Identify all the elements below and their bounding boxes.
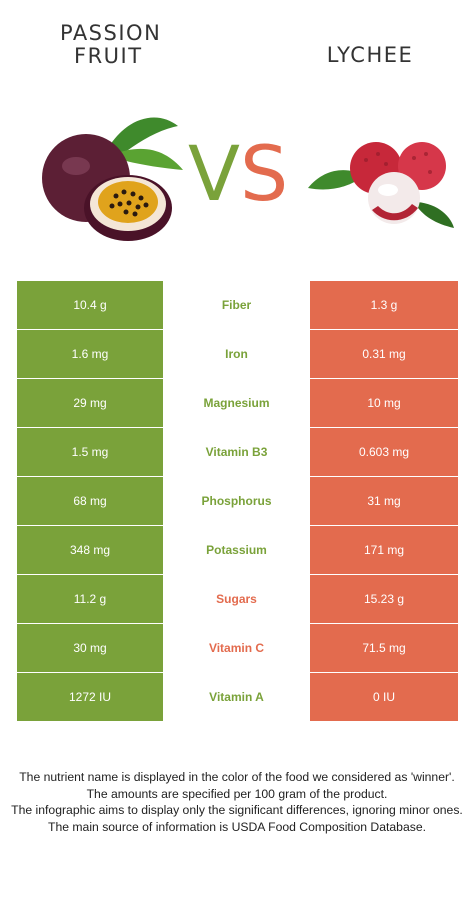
left-value: 1.6 mg: [17, 330, 163, 378]
table-row: 29 mg Magnesium 10 mg: [17, 379, 458, 428]
nutrient-name: Vitamin A: [163, 673, 310, 722]
right-value: 1.3 g: [310, 281, 458, 329]
nutrient-name: Vitamin C: [163, 624, 310, 673]
left-value: 348 mg: [17, 526, 163, 574]
nutrient-name: Potassium: [163, 526, 310, 575]
row-divider: [17, 574, 458, 575]
nutrient-name: Sugars: [163, 575, 310, 624]
nutrient-name: Iron: [163, 330, 310, 379]
table-row: 348 mg Potassium 171 mg: [17, 526, 458, 575]
table-row: 68 mg Phosphorus 31 mg: [17, 477, 458, 526]
lychee-image: [308, 142, 454, 228]
row-divider: [17, 672, 458, 673]
footnote-line: The infographic aims to display only the…: [11, 803, 463, 817]
footnote-line: The amounts are specified per 100 gram o…: [86, 786, 388, 801]
nutrient-name: Fiber: [163, 281, 310, 330]
row-divider: [17, 525, 458, 526]
right-value: 171 mg: [310, 526, 458, 574]
right-value: 10 mg: [310, 379, 458, 427]
vs-letter-s: S: [240, 129, 289, 218]
right-food-name: LYCHEE: [326, 43, 414, 67]
footnote-line: The main source of information is USDA F…: [48, 819, 426, 834]
left-value: 10.4 g: [17, 281, 163, 329]
row-divider: [17, 476, 458, 477]
row-divider: [17, 329, 458, 330]
row-divider: [17, 427, 458, 428]
nutrient-name: Magnesium: [163, 379, 310, 428]
right-value: 71.5 mg: [310, 624, 458, 672]
row-divider: [17, 623, 458, 624]
right-value: 15.23 g: [310, 575, 458, 623]
nutrient-comparison-table: 10.4 g Fiber 1.3 g 1.6 mg Iron 0.31 mg 29 mg Ma…: [17, 281, 458, 722]
right-value: 0 IU: [310, 673, 458, 721]
footnote: The nutrient name is displayed in the co…: [10, 769, 464, 835]
left-value: 1272 IU: [17, 673, 163, 721]
left-value: 11.2 g: [17, 575, 163, 623]
nutrient-name: Phosphorus: [163, 477, 310, 526]
right-value: 0.31 mg: [310, 330, 458, 378]
left-food-name: PASSION FRUIT: [60, 22, 180, 68]
table-row: 10.4 g Fiber 1.3 g: [17, 281, 458, 330]
passion-fruit-image: [42, 117, 183, 241]
right-value: 31 mg: [310, 477, 458, 525]
left-value: 1.5 mg: [17, 428, 163, 476]
left-food-name-line2: FRUIT: [74, 44, 143, 68]
left-value: 30 mg: [17, 624, 163, 672]
vs-letter-v: V: [188, 129, 240, 218]
left-value: 29 mg: [17, 379, 163, 427]
right-value: 0.603 mg: [310, 428, 458, 476]
table-row: 11.2 g Sugars 15.23 g: [17, 575, 458, 624]
left-value: 68 mg: [17, 477, 163, 525]
table-row: 1.6 mg Iron 0.31 mg: [17, 330, 458, 379]
row-divider: [17, 378, 458, 379]
footnote-line: The nutrient name is displayed in the co…: [19, 770, 455, 784]
table-row: 30 mg Vitamin C 71.5 mg: [17, 624, 458, 673]
row-divider: [17, 721, 458, 722]
nutrient-name: Vitamin B3: [163, 428, 310, 477]
left-food-name-line1: PASSION: [60, 21, 162, 45]
table-row: 1.5 mg Vitamin B3 0.603 mg: [17, 428, 458, 477]
